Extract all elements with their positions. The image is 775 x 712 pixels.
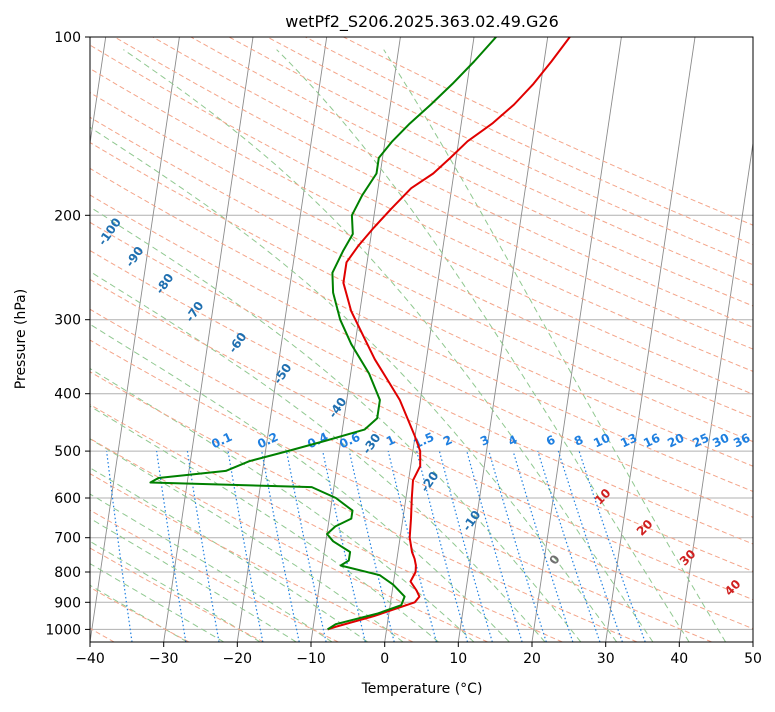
x-tick-label: 10 [449,651,467,667]
y-tick-label: 500 [54,444,81,460]
x-tick-label: −30 [149,651,179,667]
y-tick-label: 400 [54,387,81,403]
x-tick-label: 20 [523,651,541,667]
plot-background [90,37,753,642]
y-tick-label: 200 [54,208,81,224]
isotherm-gridline [753,37,775,642]
x-tick-label: 40 [670,651,688,667]
x-tick-label: 0 [380,651,389,667]
x-tick-label: −20 [223,651,253,667]
y-tick-label: 300 [54,313,81,329]
y-axis-label: Pressure (hPa) [13,289,29,389]
x-tick-label: −40 [75,651,105,667]
y-tick-label: 600 [54,491,81,507]
y-tick-label: 800 [54,565,81,581]
x-axis-label: Temperature (°C) [361,681,483,697]
y-tick-label: 1000 [45,622,81,638]
y-tick-label: 100 [54,30,81,46]
y-tick-label: 700 [54,531,81,547]
x-tick-label: 50 [744,651,762,667]
chart-title: wetPf2_S206.2025.363.02.49.G26 [285,12,559,32]
x-tick-label: −10 [296,651,326,667]
y-tick-label: 900 [54,595,81,611]
x-tick-label: 30 [597,651,615,667]
